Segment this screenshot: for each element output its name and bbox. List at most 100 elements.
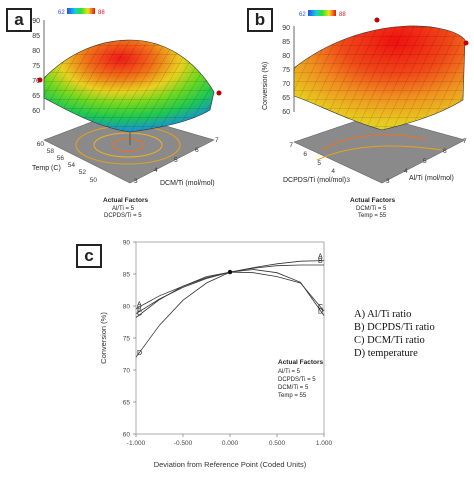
series-line-c bbox=[135, 271, 325, 318]
x-axis-label: Deviation from Reference Point (Coded Un… bbox=[154, 460, 307, 469]
y-tick: 54 bbox=[68, 162, 76, 169]
z-ticks: 90 85 80 75 70 65 60 bbox=[282, 25, 290, 116]
z-tick: 60 bbox=[282, 109, 290, 116]
panel-c-tag: c bbox=[76, 244, 102, 268]
panel-a-tag: a bbox=[6, 8, 32, 32]
design-point bbox=[216, 90, 222, 96]
actual-factors-title: Actual Factors bbox=[350, 197, 396, 204]
x-tick: 5 bbox=[174, 157, 178, 164]
y-tick-label: 75 bbox=[123, 336, 131, 343]
y-tick: 60 bbox=[37, 141, 45, 148]
y-tick-label: 60 bbox=[123, 432, 131, 439]
x-tick: 6 bbox=[443, 148, 447, 155]
y-tick-label: 65 bbox=[123, 400, 131, 407]
z-tick: 60 bbox=[32, 108, 40, 115]
actual-factors-line: Temp = 55 bbox=[358, 213, 387, 219]
colorbar bbox=[308, 10, 336, 16]
z-ticks: 90 85 80 75 70 65 60 bbox=[32, 18, 40, 115]
x-tick: 3 bbox=[386, 178, 390, 185]
y-axis-label: DCPDS/Ti (mol/mol) bbox=[283, 177, 346, 184]
colorbar-max: 88 bbox=[339, 12, 346, 18]
y-tick: 56 bbox=[57, 155, 65, 162]
x-tick: 4 bbox=[154, 167, 158, 174]
design-point bbox=[463, 40, 469, 46]
series-label-left: C bbox=[137, 311, 142, 318]
y-tick: 52 bbox=[79, 169, 87, 176]
series-label-left: B bbox=[137, 307, 142, 314]
floor-plane bbox=[293, 114, 466, 184]
actual-factors-line: DCM/Ti = 5 bbox=[356, 206, 387, 212]
y-tick: 5 bbox=[317, 160, 321, 167]
floor-contour bbox=[316, 145, 443, 161]
floor-contour bbox=[111, 138, 145, 152]
factor-legend: A) Al/Ti ratio B) DCPDS/Ti ratio C) DCM/… bbox=[354, 308, 435, 360]
x-tick: 3 bbox=[134, 178, 138, 185]
z-tick: 70 bbox=[282, 81, 290, 88]
series-line-d bbox=[135, 269, 325, 358]
x-tick: 5 bbox=[423, 158, 427, 165]
z-axis-label: Conversion (%) bbox=[262, 62, 269, 110]
colorbar bbox=[67, 8, 95, 14]
actual-factors-line: DCPDS/Ti = 5 bbox=[278, 377, 316, 383]
factor-legend-item: C) DCM/Ti ratio bbox=[354, 335, 425, 346]
x-axis-label: Al/Ti (mol/mol) bbox=[409, 175, 454, 182]
z-tick: 90 bbox=[32, 18, 40, 25]
factor-legend-item: D) temperature bbox=[354, 348, 418, 359]
panel-b-tag: b bbox=[247, 8, 273, 32]
actual-factors-line: DCM/Ti = 5 bbox=[278, 385, 309, 391]
y-tick: 58 bbox=[47, 148, 55, 155]
y-tick-label: 70 bbox=[123, 368, 131, 375]
x-tick-label: -1.000 bbox=[127, 440, 146, 447]
panel-a: a 62 88 bbox=[0, 0, 237, 225]
y-tick: 4 bbox=[331, 168, 335, 175]
x-tick-label: 0.000 bbox=[222, 440, 239, 447]
y-tick-label: 90 bbox=[123, 240, 131, 247]
actual-factors-title: Actual Factors bbox=[103, 197, 149, 204]
series-label-left: A bbox=[137, 302, 142, 309]
z-tick: 80 bbox=[32, 48, 40, 55]
colorbar-min: 62 bbox=[58, 10, 65, 16]
actual-factors-title: Actual Factors bbox=[278, 359, 324, 366]
y-tick: 7 bbox=[289, 142, 293, 149]
z-tick: 70 bbox=[32, 78, 40, 85]
actual-factors-line: Al/Ti = 5 bbox=[278, 369, 301, 375]
actual-factors-line: Al/Ti = 5 bbox=[112, 206, 135, 212]
panel-b-surface-plot: 62 88 90 85 80 75 70 65 60 Conversion (%… bbox=[262, 10, 469, 219]
y-tick: 50 bbox=[90, 177, 98, 184]
x-axis-label: DCM/Ti (mol/mol) bbox=[160, 180, 215, 187]
reference-point bbox=[227, 269, 233, 275]
y-tick-label: 85 bbox=[123, 272, 131, 279]
factor-legend-item: A) Al/Ti ratio bbox=[354, 309, 412, 320]
z-tick: 85 bbox=[32, 33, 40, 40]
series-line-a bbox=[135, 260, 325, 309]
z-tick: 75 bbox=[32, 63, 40, 70]
actual-factors-line: Temp = 55 bbox=[278, 393, 307, 399]
z-tick: 65 bbox=[282, 95, 290, 102]
design-point bbox=[37, 77, 43, 83]
colorbar-max: 88 bbox=[98, 10, 105, 16]
z-tick: 65 bbox=[32, 93, 40, 100]
x-tick-label: 1.000 bbox=[316, 440, 333, 447]
floor-contour bbox=[93, 132, 163, 158]
y-tick: 3 bbox=[346, 177, 350, 184]
x-tick: 6 bbox=[195, 147, 199, 154]
series-label-right: A bbox=[318, 254, 323, 261]
series-label-right: B bbox=[318, 258, 323, 265]
z-tick: 85 bbox=[282, 39, 290, 46]
panel-b: b 62 88 90 bbox=[237, 0, 474, 225]
z-tick: 80 bbox=[282, 53, 290, 60]
x-tick-label: -0.500 bbox=[174, 440, 193, 447]
panel-c-perturbation-plot: 60 65 70 75 80 85 90 -1.000 -0.500 0.000 0.500 1.00… bbox=[99, 240, 333, 470]
design-point bbox=[374, 17, 380, 23]
z-tick: 90 bbox=[282, 25, 290, 32]
factor-legend-item: B) DCPDS/Ti ratio bbox=[354, 322, 435, 333]
y-axis-label: Conversion (%) bbox=[99, 312, 108, 364]
y-tick: 6 bbox=[303, 151, 307, 158]
colorbar-min: 62 bbox=[299, 12, 306, 18]
floor-contour bbox=[321, 134, 428, 151]
x-tick: 7 bbox=[215, 137, 219, 144]
y-axis-label: Temp (C) bbox=[32, 165, 61, 172]
actual-factors-line: DCPDS/Ti = 5 bbox=[104, 213, 142, 219]
y-tick-label: 80 bbox=[123, 304, 131, 311]
x-tick: 4 bbox=[404, 168, 408, 175]
